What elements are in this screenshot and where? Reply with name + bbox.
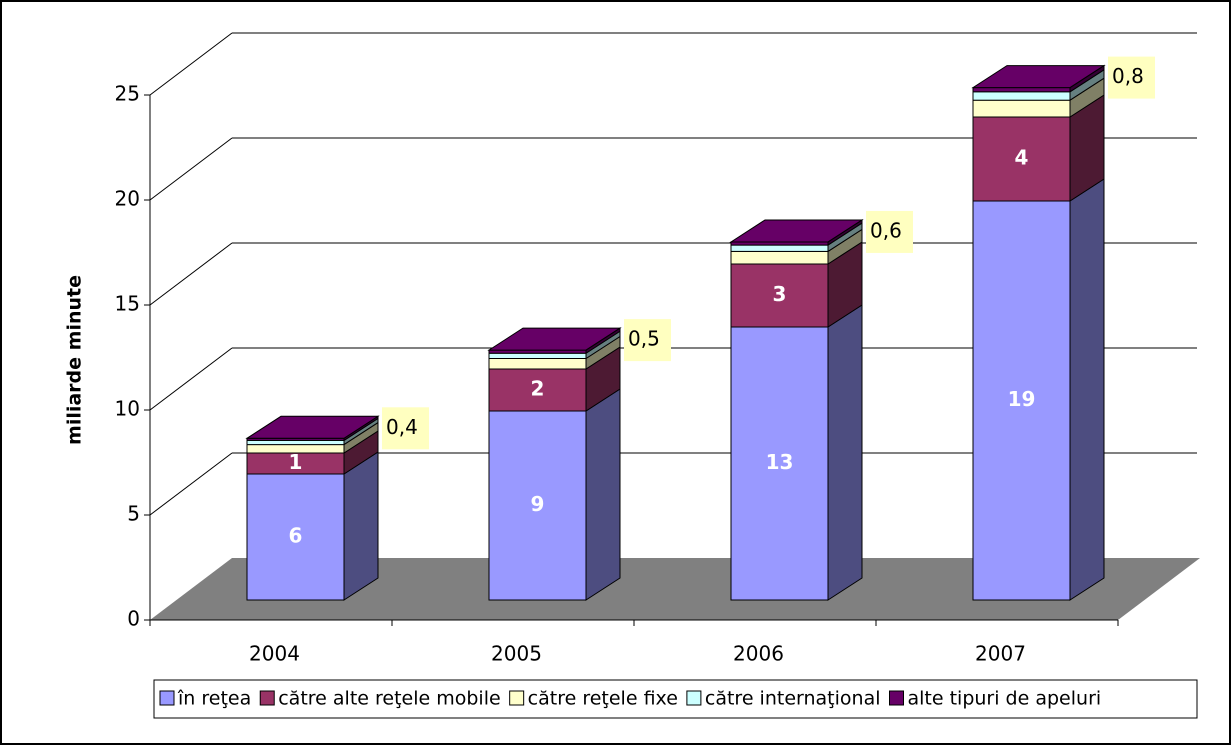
bar-segment: [246, 473, 345, 601]
value-label: 1: [289, 450, 303, 474]
bar-segment: [972, 200, 1071, 601]
value-label: 3: [773, 282, 787, 306]
bar-side: [585, 388, 621, 601]
bar-segment: [730, 244, 829, 252]
y-tick-label: 5: [127, 502, 140, 526]
x-tick-label: 2005: [491, 642, 542, 666]
bar-side: [343, 451, 379, 601]
bar-segment: [730, 263, 829, 328]
legend-swatch: [259, 690, 275, 706]
y-tick-label: 20: [115, 187, 140, 211]
value-label: 13: [766, 450, 794, 474]
x-tick-label: 2006: [733, 642, 784, 666]
value-label: 0,5: [628, 327, 660, 351]
value-label-bg: [1108, 56, 1155, 99]
value-label: 4: [1015, 146, 1029, 170]
bar-segment: [246, 439, 345, 446]
legend-swatch: [889, 690, 904, 706]
floor: [150, 558, 1200, 620]
grid-line-diag: [149, 32, 233, 96]
bar-top: [971, 65, 1106, 89]
grid-line-diag: [149, 452, 233, 516]
bar-segment: [246, 444, 345, 454]
value-label-bg: [382, 407, 429, 450]
value-label: 0,4: [386, 415, 418, 439]
grid-line-diag: [149, 137, 233, 201]
value-label: 0,8: [1112, 64, 1144, 88]
value-label: 9: [531, 492, 545, 516]
bar-segment: [488, 358, 587, 370]
bar-segment: [972, 87, 1071, 93]
bar-segment: [488, 352, 587, 359]
y-tick-label: 10: [115, 397, 140, 421]
bar-top: [245, 415, 380, 439]
legend-label: alte tipuri de apeluri: [908, 688, 1102, 710]
value-label: 6: [289, 524, 303, 548]
legend-swatch: [686, 690, 702, 706]
x-tick-label: 2007: [975, 642, 1026, 666]
bar-top: [487, 327, 622, 351]
legend-label: către reţele fixe: [528, 688, 678, 710]
value-label: 0,6: [870, 218, 902, 242]
legend-label: către internaţional: [705, 688, 881, 710]
legend-swatch: [159, 690, 175, 706]
grid-line-diag: [149, 242, 233, 306]
value-label-bg: [624, 319, 671, 362]
y-tick-label: 15: [115, 292, 140, 316]
grid-line-diag: [149, 347, 233, 411]
bar-segment: [730, 250, 829, 265]
legend-box: [153, 679, 1198, 719]
bar-segment: [972, 116, 1071, 202]
bar-segment: [972, 91, 1071, 101]
legend-swatch: [509, 690, 525, 706]
bar-top: [729, 219, 864, 243]
y-tick-label: 25: [115, 82, 140, 106]
value-label-bg: [866, 210, 913, 253]
y-tick-label: 0: [127, 607, 140, 631]
y-axis-title: miliarde minute: [64, 275, 86, 445]
value-label: 19: [1008, 387, 1036, 411]
x-tick-label: 2004: [249, 642, 300, 666]
legend-label: către alte reţele mobile: [278, 688, 500, 710]
bar-segment: [488, 410, 587, 601]
value-label: 2: [531, 377, 545, 401]
legend-label: în reţea: [177, 688, 251, 710]
bar-segment: [972, 99, 1071, 118]
bar-side: [827, 304, 863, 601]
bar-side: [1069, 178, 1105, 601]
